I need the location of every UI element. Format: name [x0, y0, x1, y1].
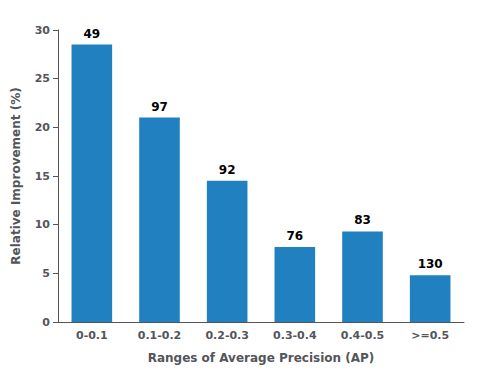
svg-text:0.2-0.3: 0.2-0.3 [205, 329, 249, 342]
svg-text:0.4-0.5: 0.4-0.5 [341, 329, 385, 342]
svg-text:0.3-0.4: 0.3-0.4 [273, 329, 317, 342]
svg-text:Relative Improvement (%): Relative Improvement (%) [9, 87, 23, 264]
svg-text:49: 49 [83, 27, 100, 41]
svg-text:76: 76 [286, 229, 303, 243]
svg-text:92: 92 [219, 163, 236, 177]
svg-text:15: 15 [35, 170, 50, 183]
svg-text:>=0.5: >=0.5 [411, 329, 449, 342]
svg-text:5: 5 [42, 267, 50, 280]
svg-text:10: 10 [35, 218, 51, 231]
svg-text:Ranges of Average Precision (A: Ranges of Average Precision (AP) [148, 351, 375, 365]
svg-text:130: 130 [418, 257, 443, 271]
svg-text:0: 0 [42, 316, 50, 329]
svg-text:97: 97 [151, 100, 168, 114]
svg-text:25: 25 [35, 72, 50, 85]
svg-text:0.1-0.2: 0.1-0.2 [138, 329, 182, 342]
svg-text:30: 30 [35, 24, 51, 37]
svg-text:20: 20 [35, 121, 51, 134]
svg-text:83: 83 [354, 213, 371, 227]
svg-text:0-0.1: 0-0.1 [76, 329, 108, 342]
